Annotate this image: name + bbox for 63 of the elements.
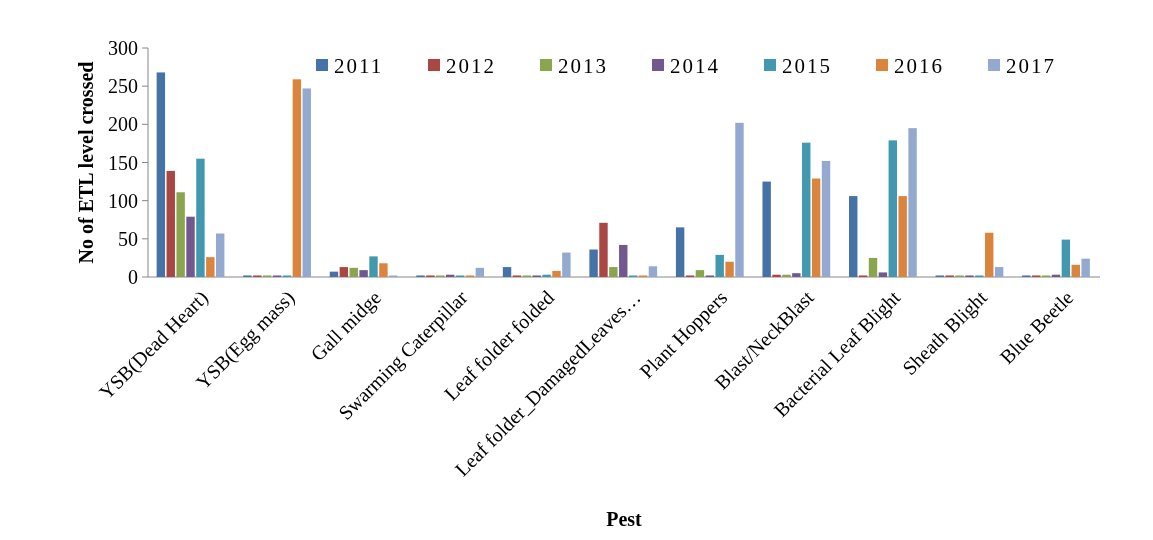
bar (898, 196, 907, 277)
y-tick-label: 250 (108, 75, 138, 98)
bar (695, 270, 705, 277)
bar (302, 88, 311, 277)
bar (1061, 239, 1071, 277)
bar (196, 158, 205, 277)
y-axis-title: No of ETL level crossed (75, 61, 97, 264)
bar (792, 273, 801, 277)
y-tick-label: 200 (108, 113, 138, 136)
bar (648, 266, 658, 277)
y-tick-label: 100 (108, 189, 138, 212)
legend-label: 2015 (782, 54, 832, 79)
bar (292, 79, 302, 277)
bar (216, 233, 225, 277)
bar (849, 196, 858, 277)
legend-label: 2013 (558, 54, 608, 79)
bar (821, 160, 831, 277)
bar (715, 254, 724, 277)
bar (186, 216, 195, 277)
bar (589, 249, 598, 277)
bar (542, 274, 551, 277)
bar (369, 256, 378, 277)
bar (762, 181, 771, 277)
bar (994, 267, 1004, 277)
bar (772, 274, 781, 277)
legend-label: 2014 (670, 54, 720, 79)
bar (349, 267, 358, 277)
bar (735, 122, 744, 277)
bar (1081, 258, 1090, 277)
bar (888, 140, 897, 277)
y-tick-label: 150 (108, 151, 138, 174)
bar (562, 252, 571, 277)
y-tick-label: 50 (118, 227, 138, 250)
bar (339, 267, 349, 277)
bar (552, 270, 561, 277)
bar (206, 257, 215, 277)
bar (379, 263, 388, 277)
bar (675, 227, 685, 277)
bar (811, 178, 821, 277)
bar (609, 267, 618, 277)
bar (878, 272, 888, 277)
bar (166, 170, 175, 277)
bar (475, 267, 485, 277)
bar (619, 244, 628, 277)
bar (359, 270, 368, 277)
bar (985, 232, 994, 277)
y-tick-label: 300 (108, 37, 138, 59)
legend-label: 2012 (446, 54, 496, 79)
x-axis-title: Pest (606, 508, 643, 530)
bar (502, 267, 512, 277)
bar (599, 222, 608, 277)
y-tick-label: 0 (128, 266, 138, 288)
bar (908, 128, 917, 277)
bar (868, 257, 878, 277)
bar (156, 72, 166, 277)
bar (176, 192, 185, 277)
bar (802, 142, 811, 277)
legend-label: 2016 (894, 54, 944, 79)
legend-label: 2017 (1006, 54, 1056, 79)
bar (1071, 264, 1080, 277)
bar (725, 261, 734, 277)
bar (782, 274, 791, 277)
legend-label: 2011 (334, 54, 384, 79)
